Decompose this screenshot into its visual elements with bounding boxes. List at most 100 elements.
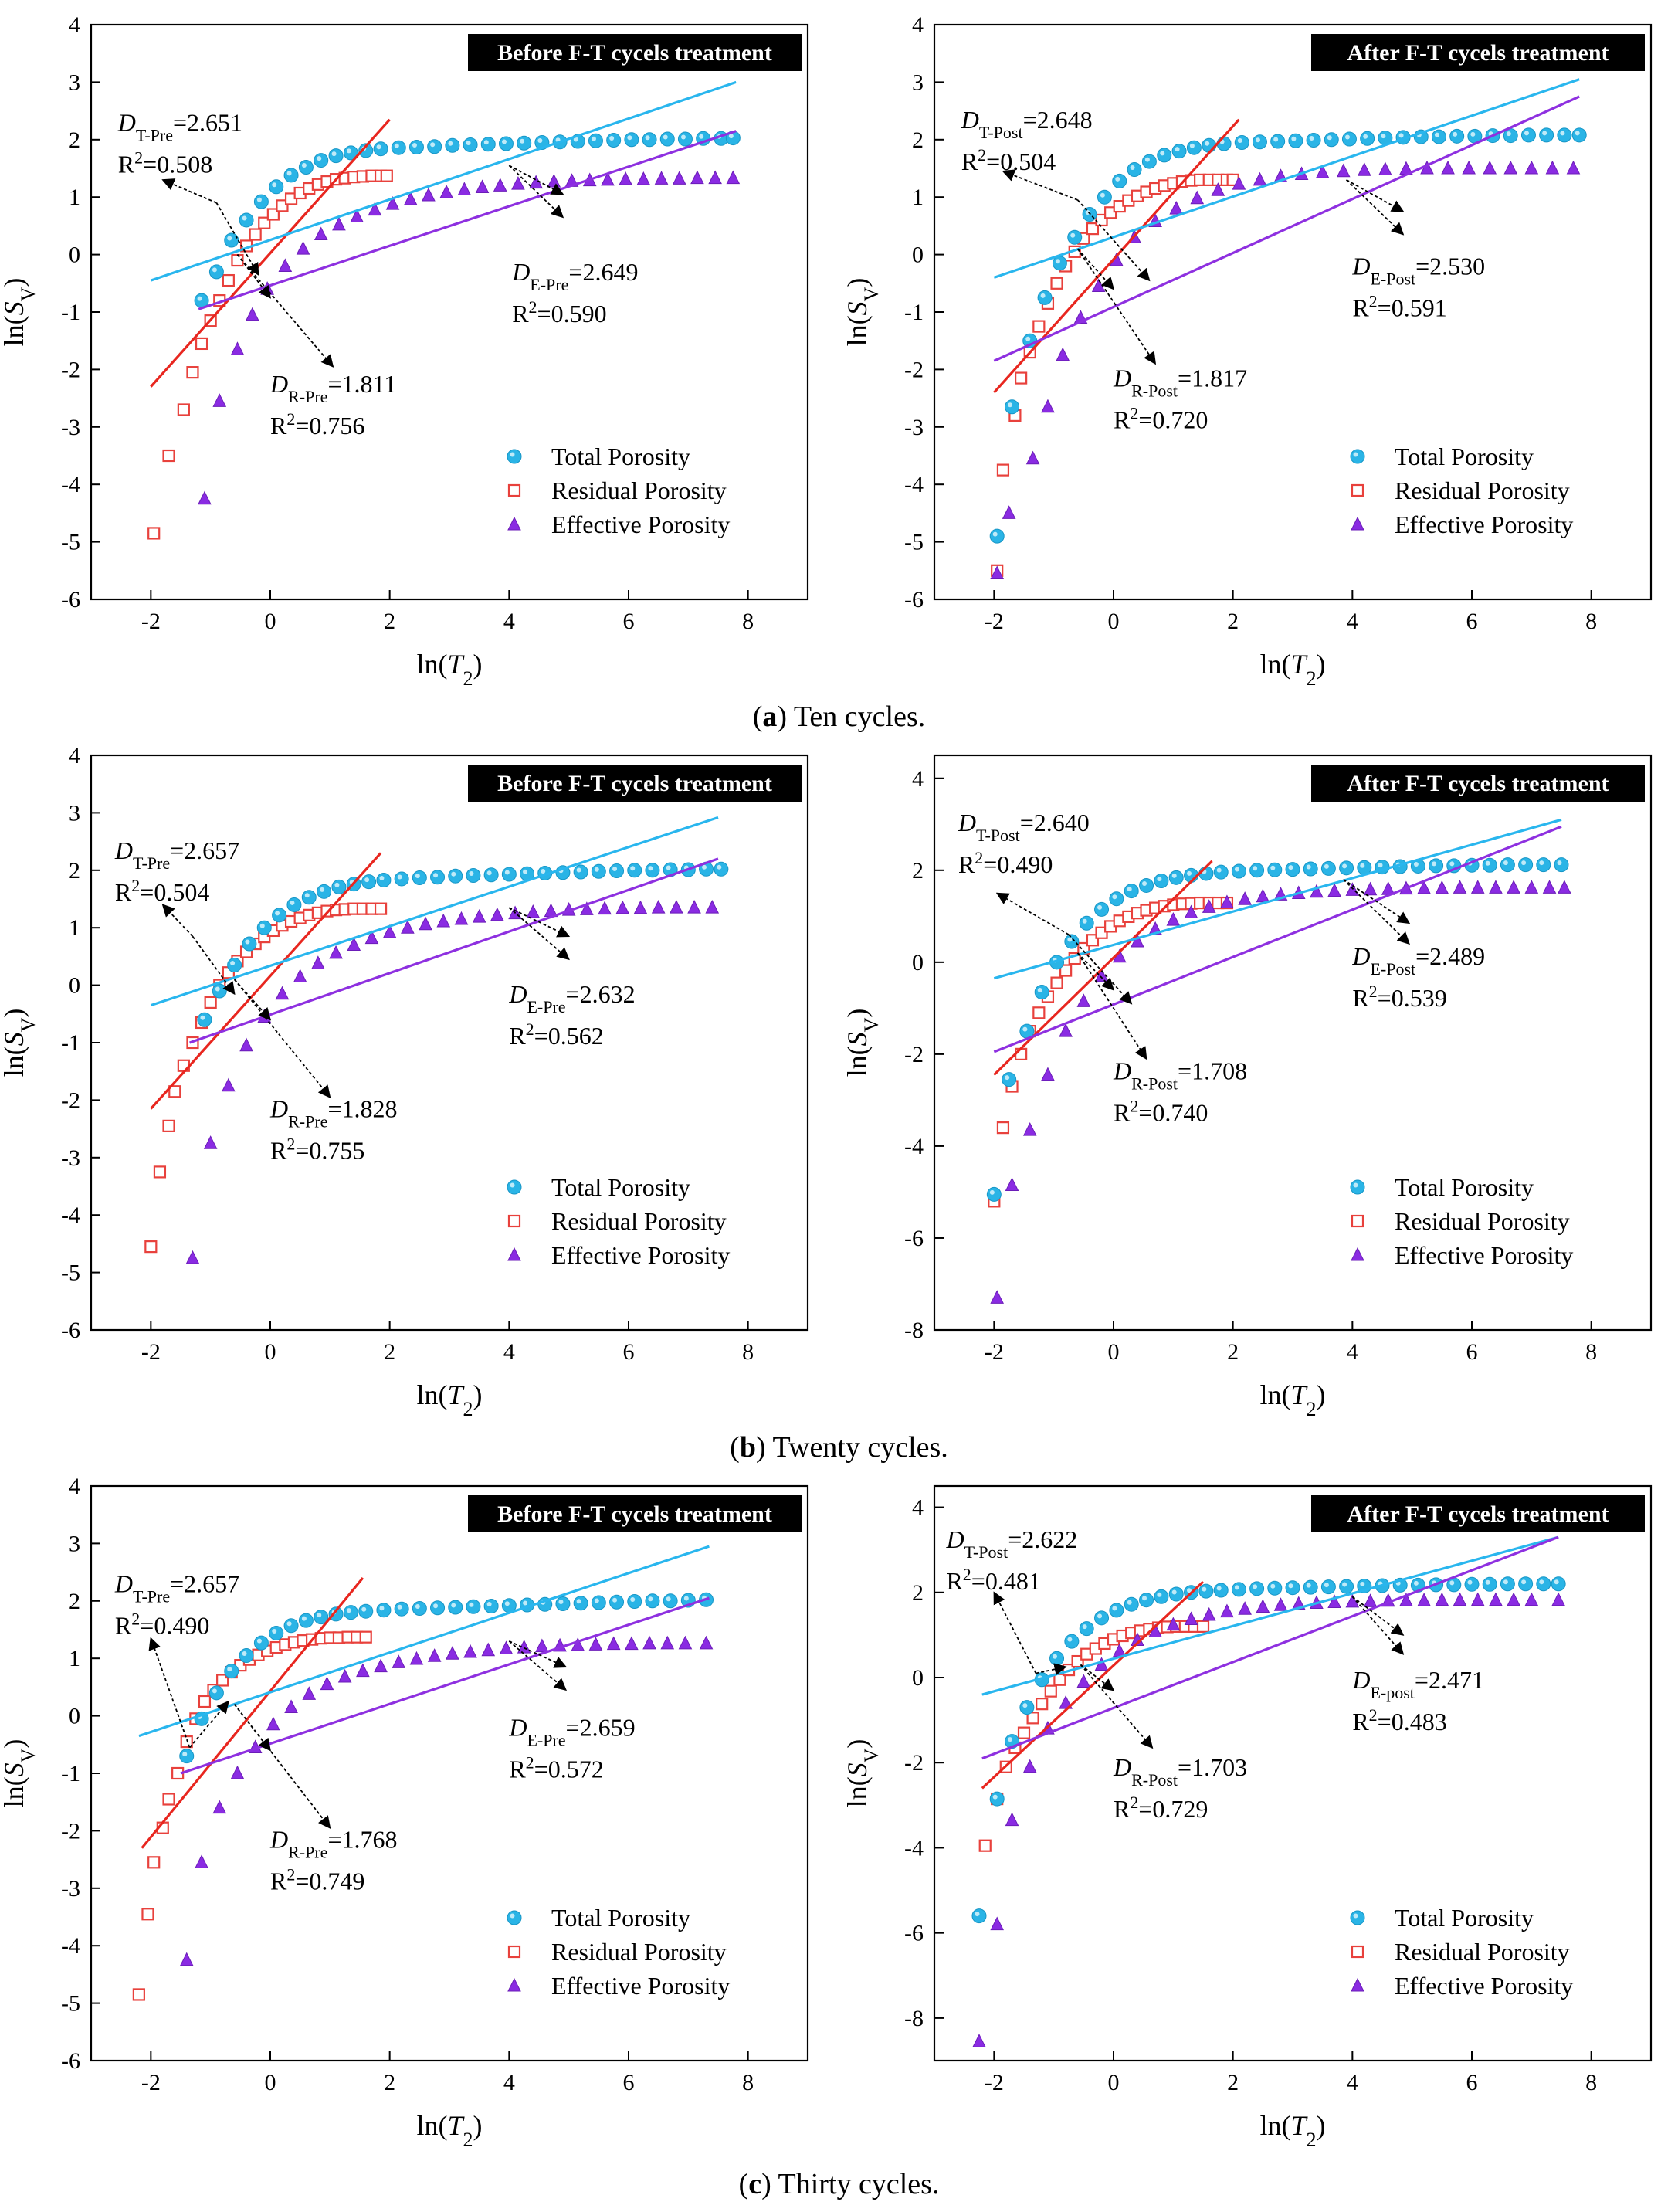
chart-panel-a-post: -2 0 2 4 6 8 -6 -5 -4 -3 -2 -1 0 1 2 3 4 ln(T2) ln(SV) Afte… <box>842 12 1653 690</box>
annotation-arrow <box>1343 878 1411 924</box>
x-axis-label-sub: 2 <box>463 667 473 690</box>
total-point <box>1213 864 1229 880</box>
total-point-highlight <box>1070 232 1076 238</box>
total-point <box>1288 133 1303 148</box>
effective-point <box>320 1676 334 1691</box>
r-squared-value: =0.562 <box>534 1022 604 1050</box>
total-point-highlight <box>483 140 489 145</box>
annotation-arrow <box>233 979 331 1098</box>
total-point <box>227 958 242 973</box>
effective-point <box>1256 888 1270 903</box>
effective-point <box>245 307 259 321</box>
r-squared-label: R2=0.504 <box>115 875 209 906</box>
title-box <box>1311 34 1645 71</box>
effective-point <box>296 241 310 255</box>
annotation-arrow <box>1080 1664 1115 1691</box>
total-point <box>239 212 254 228</box>
total-point <box>1320 1579 1336 1595</box>
total-point-highlight <box>1160 151 1165 156</box>
total-point-highlight <box>334 882 340 887</box>
effective-point <box>1184 1611 1198 1625</box>
r-squared-value: =0.755 <box>295 1137 364 1165</box>
total-point <box>1285 862 1300 877</box>
x-tick-label: 6 <box>623 1339 635 1365</box>
x-tick-label: 8 <box>742 1339 754 1365</box>
r-squared-symbol: R <box>115 878 132 906</box>
fractal-d-subscript: T-Post <box>964 1542 1008 1561</box>
total-point-highlight <box>1022 1703 1028 1708</box>
chart-title: After F-T cycels treatment <box>1347 40 1609 66</box>
effective-point <box>337 1668 352 1683</box>
effective-point <box>311 955 325 969</box>
title-box <box>468 34 802 71</box>
y-tick-label: -1 <box>61 1030 80 1056</box>
chart-panel-b-post: -2 0 2 4 6 8 -8 -6 -4 -2 0 2 4 ln(T2) ln(SV) After F-T … <box>842 754 1653 1420</box>
r-squared-symbol: R <box>115 1612 132 1640</box>
effective-point <box>422 187 436 202</box>
total-point <box>1067 229 1083 245</box>
residual-point <box>153 1165 167 1179</box>
total-point <box>427 139 442 154</box>
total-point <box>1518 1576 1534 1592</box>
r-squared-label: R2=0.504 <box>961 144 1056 175</box>
total-point-highlight <box>1360 1582 1365 1587</box>
residual-point <box>144 1240 158 1254</box>
total-point-highlight <box>1055 259 1060 264</box>
total-point-highlight <box>1575 131 1580 136</box>
legend-residual-label: Residual Porosity <box>551 1938 727 1966</box>
total-point <box>986 1186 1002 1202</box>
annotation-arrow <box>1343 879 1410 945</box>
y-tick-label: 1 <box>69 1646 80 1671</box>
fractal-d-value: =2.471 <box>1415 1666 1484 1694</box>
total-point-highlight <box>320 887 325 892</box>
r-squared-symbol: R <box>1114 1099 1131 1127</box>
effective-point <box>1076 993 1091 1007</box>
effective-point <box>493 178 507 192</box>
annotation-arrow <box>1076 199 1151 282</box>
total-point-highlight <box>433 1603 439 1609</box>
effective-point <box>1489 1592 1503 1606</box>
total-point-highlight <box>1130 165 1135 170</box>
effective-point <box>1417 1593 1431 1606</box>
x-tick-label: 2 <box>1227 609 1239 634</box>
effective-point <box>1399 1593 1413 1606</box>
total-point <box>224 232 239 248</box>
effective-point <box>726 170 741 185</box>
total-point-highlight <box>504 1601 510 1606</box>
r-squared-label: R2=0.481 <box>946 1564 1040 1595</box>
total-point-highlight <box>1560 131 1565 136</box>
x-axis-label-var: T <box>1290 1379 1308 1410</box>
x-axis-label-sub: 2 <box>463 1398 473 1420</box>
x-axis-label: ln(T2) <box>416 1379 482 1420</box>
total-point-highlight <box>1485 860 1490 866</box>
annotation-arrow <box>1080 1664 1154 1749</box>
total-point-highlight <box>469 870 474 876</box>
total-point-highlight <box>1449 861 1455 867</box>
total-point <box>269 1625 284 1640</box>
total-point-highlight <box>627 135 632 141</box>
x-tick-label: 2 <box>384 2070 395 2095</box>
x-tick-label: 0 <box>1108 2070 1120 2095</box>
y-axis-label: ln(SV) <box>0 278 39 347</box>
r-squared-value: =0.720 <box>1138 406 1208 434</box>
total-point <box>376 872 392 887</box>
effective-point <box>1220 894 1234 908</box>
total-point-highlight <box>1097 1613 1103 1619</box>
effective-point <box>1166 1617 1181 1631</box>
fractal-d-symbol: D <box>117 109 136 137</box>
effective-point <box>1022 1121 1037 1136</box>
fractal-dimension-label: DE-post=2.471 <box>1351 1666 1484 1702</box>
y-axis-label-sub: V <box>17 1748 39 1762</box>
effective-point <box>284 1699 298 1713</box>
r-squared-value: =0.729 <box>1138 1795 1208 1823</box>
y-tick-label: -6 <box>904 587 924 612</box>
r-squared-value: =0.490 <box>983 850 1053 878</box>
y-tick-label: -1 <box>904 300 924 325</box>
total-point-highlight <box>1453 131 1458 137</box>
effective-point <box>1041 399 1055 413</box>
total-point <box>298 1613 314 1628</box>
effective-fit-line <box>993 95 1580 362</box>
fractal-d-symbol: D <box>1351 1666 1370 1694</box>
x-tick-label: 4 <box>1347 1339 1358 1365</box>
total-point-highlight <box>197 296 202 301</box>
